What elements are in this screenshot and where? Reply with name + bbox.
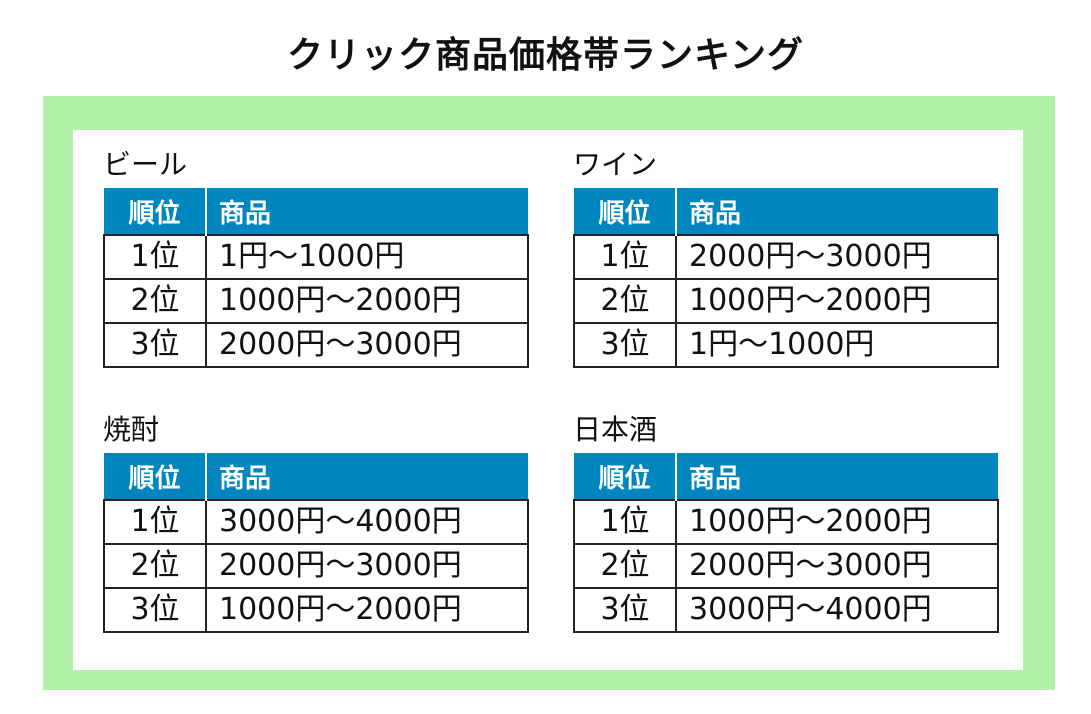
section-wine: ワイン 順位 商品 1位 2000円〜3000円 2位 10 bbox=[573, 148, 999, 368]
price-range-cell: 3000円〜4000円 bbox=[675, 587, 999, 633]
rank-cell: 1位 bbox=[573, 499, 677, 545]
price-range-cell: 1000円〜2000円 bbox=[205, 587, 529, 633]
table-header-row: 順位 商品 bbox=[574, 453, 998, 500]
table-row: 2位 1000円〜2000円 bbox=[103, 278, 529, 324]
item-header: 商品 bbox=[675, 188, 998, 235]
price-range-cell: 1円〜1000円 bbox=[675, 322, 999, 368]
table-row: 2位 1000円〜2000円 bbox=[573, 278, 999, 324]
table-row: 3位 1000円〜2000円 bbox=[103, 587, 529, 633]
item-header: 商品 bbox=[205, 188, 528, 235]
ranking-table: 順位 商品 1位 3000円〜4000円 2位 2000円〜3000円 3位 bbox=[103, 453, 529, 633]
rank-cell: 3位 bbox=[573, 322, 677, 368]
rank-header: 順位 bbox=[104, 188, 206, 235]
rank-cell: 2位 bbox=[573, 278, 677, 324]
table-row: 1位 2000円〜3000円 bbox=[573, 234, 999, 280]
table-row: 3位 2000円〜3000円 bbox=[103, 322, 529, 368]
price-range-cell: 2000円〜3000円 bbox=[675, 234, 999, 280]
table-row: 3位 1円〜1000円 bbox=[573, 322, 999, 368]
price-range-cell: 2000円〜3000円 bbox=[205, 322, 529, 368]
section-title: 焼酎 bbox=[103, 413, 160, 446]
rank-cell: 2位 bbox=[103, 543, 207, 589]
rank-cell: 3位 bbox=[103, 587, 207, 633]
price-range-cell: 1000円〜2000円 bbox=[205, 278, 529, 324]
item-header: 商品 bbox=[675, 453, 998, 500]
rank-cell: 1位 bbox=[103, 234, 207, 280]
section-title: ワイン bbox=[573, 148, 658, 181]
rank-cell: 1位 bbox=[573, 234, 677, 280]
price-range-cell: 1000円〜2000円 bbox=[675, 278, 999, 324]
ranking-table: 順位 商品 1位 2000円〜3000円 2位 1000円〜2000円 3位 bbox=[573, 188, 999, 368]
green-frame: ビール 順位 商品 1位 1円〜1000円 2位 1000円 bbox=[43, 96, 1055, 690]
content-panel: ビール 順位 商品 1位 1円〜1000円 2位 1000円 bbox=[73, 130, 1023, 670]
section-sake: 日本酒 順位 商品 1位 1000円〜2000円 2位 20 bbox=[573, 413, 999, 633]
rank-cell: 2位 bbox=[573, 543, 677, 589]
rank-header: 順位 bbox=[104, 453, 206, 500]
section-shochu: 焼酎 順位 商品 1位 3000円〜4000円 2位 200 bbox=[103, 413, 529, 633]
price-range-cell: 2000円〜3000円 bbox=[205, 543, 529, 589]
rank-cell: 3位 bbox=[573, 587, 677, 633]
table-header-row: 順位 商品 bbox=[104, 188, 528, 235]
rank-cell: 3位 bbox=[103, 322, 207, 368]
rank-header: 順位 bbox=[574, 453, 676, 500]
table-row: 2位 2000円〜3000円 bbox=[573, 543, 999, 589]
item-header: 商品 bbox=[205, 453, 528, 500]
price-range-cell: 1円〜1000円 bbox=[205, 234, 529, 280]
table-row: 3位 3000円〜4000円 bbox=[573, 587, 999, 633]
ranking-table: 順位 商品 1位 1000円〜2000円 2位 2000円〜3000円 3位 bbox=[573, 453, 999, 633]
section-title: ビール bbox=[103, 148, 188, 181]
table-row: 1位 1円〜1000円 bbox=[103, 234, 529, 280]
rank-cell: 2位 bbox=[103, 278, 207, 324]
table-header-row: 順位 商品 bbox=[104, 453, 528, 500]
table-header-row: 順位 商品 bbox=[574, 188, 998, 235]
table-row: 1位 1000円〜2000円 bbox=[573, 499, 999, 545]
section-title: 日本酒 bbox=[573, 413, 658, 446]
page-title: クリック商品価格帯ランキング bbox=[287, 35, 804, 76]
section-beer: ビール 順位 商品 1位 1円〜1000円 2位 1000円 bbox=[103, 148, 529, 368]
ranking-table: 順位 商品 1位 1円〜1000円 2位 1000円〜2000円 3位 bbox=[103, 188, 529, 368]
rank-header: 順位 bbox=[574, 188, 676, 235]
price-range-cell: 2000円〜3000円 bbox=[675, 543, 999, 589]
table-row: 1位 3000円〜4000円 bbox=[103, 499, 529, 545]
table-row: 2位 2000円〜3000円 bbox=[103, 543, 529, 589]
rank-cell: 1位 bbox=[103, 499, 207, 545]
price-range-cell: 1000円〜2000円 bbox=[675, 499, 999, 545]
price-range-cell: 3000円〜4000円 bbox=[205, 499, 529, 545]
